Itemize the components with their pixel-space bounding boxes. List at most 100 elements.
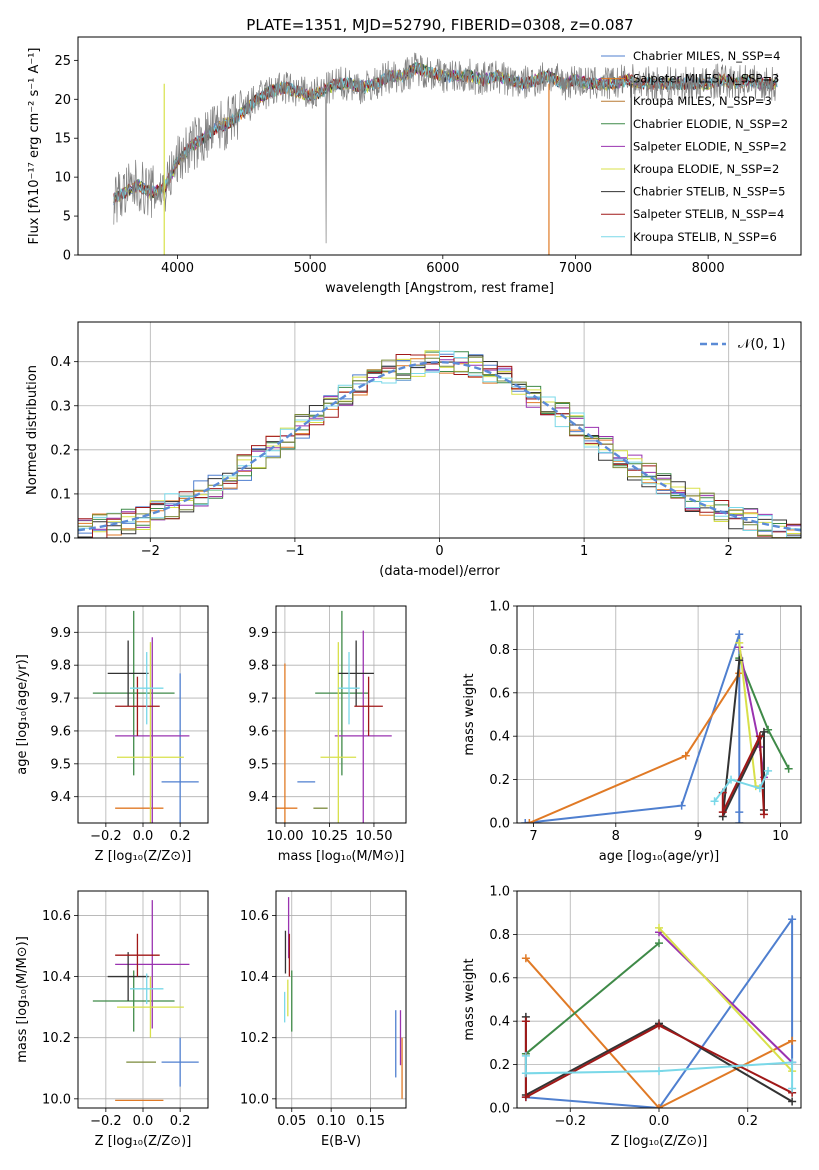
x-tick-label: 6000 xyxy=(426,261,459,276)
x-axis-label: Z [log₁₀(Z/Z⊙)] xyxy=(95,1134,192,1149)
weight-marker xyxy=(655,1104,663,1108)
legend-label: Kroupa STELIB, N_SSP=6 xyxy=(633,230,777,244)
y-tick-label: 10.2 xyxy=(240,1031,269,1046)
weight-marker xyxy=(735,638,744,647)
x-tick-label: 10.25 xyxy=(311,829,348,844)
y-tick-label: 9.7 xyxy=(248,692,269,707)
x-tick-label: −0.2 xyxy=(554,1114,586,1129)
weight-line xyxy=(721,732,765,815)
weight-marker xyxy=(759,727,768,736)
y-tick-label: 9.4 xyxy=(248,790,269,805)
legend-label: Chabrier ELODIE, N_SSP=2 xyxy=(633,117,788,131)
y-tick-label: 0.1 xyxy=(50,487,71,502)
y-tick-label: 10.4 xyxy=(240,970,269,985)
y-tick-label: 0.4 xyxy=(489,1015,510,1030)
y-tick-label: 10.6 xyxy=(240,909,269,924)
y-tick-label: 15 xyxy=(54,132,71,147)
x-tick-label: 0.2 xyxy=(170,829,191,844)
x-tick-label: 0.0 xyxy=(133,1114,154,1129)
legend-label: Salpeter ELODIE, N_SSP=2 xyxy=(633,139,787,153)
legend-label: 𝒩(0, 1) xyxy=(738,337,785,352)
spectrum-panel: 4000 5000 6000 7000 8000 0 5 10 15 20 25 wavelength… xyxy=(27,36,802,296)
y-axis-label: mass weight xyxy=(462,673,477,755)
x-tick-label: 0.2 xyxy=(170,1114,191,1129)
weight-marker xyxy=(755,732,764,741)
age-weight-panel: 7 8 9 10 0.0 0.2 0.4 0.6 0.8 1.0 age [log₁₀(age/yr… xyxy=(462,600,802,864)
x-axis-label: E(B-V) xyxy=(321,1134,361,1149)
y-tick-label: 0.2 xyxy=(489,773,510,788)
y-tick-label: 20 xyxy=(54,93,71,108)
y-tick-label: 9.6 xyxy=(50,724,71,739)
y-tick-label: 0.3 xyxy=(50,399,71,414)
data-spectrum-line xyxy=(113,52,778,244)
x-tick-label: 1 xyxy=(580,544,588,559)
x-tick-label: 2 xyxy=(725,544,733,559)
weight-marker xyxy=(521,1017,530,1026)
weight-marker xyxy=(521,1093,530,1102)
weight-marker xyxy=(788,1036,797,1045)
weight-marker xyxy=(735,819,744,823)
weight-line xyxy=(738,642,757,787)
legend-label: Kroupa MILES, N_SSP=3 xyxy=(633,94,772,108)
axes-frame xyxy=(77,321,802,539)
weight-marker xyxy=(735,808,744,817)
legend-label: Salpeter STELIB, N_SSP=4 xyxy=(633,207,784,221)
weight-line xyxy=(525,633,741,823)
x-tick-label: 0.2 xyxy=(737,1114,758,1129)
axes-frame xyxy=(516,890,802,1109)
weight-marker xyxy=(788,1084,797,1093)
weight-marker xyxy=(718,808,727,817)
axes-frame xyxy=(275,605,407,824)
y-tick-label: 0.0 xyxy=(50,532,71,547)
weight-marker xyxy=(784,764,793,773)
z-mass-panel: −0.2 0.0 0.2 10.0 10.2 10.4 10.6 Z [log₁₀(Z/Z⊙)… xyxy=(15,890,209,1149)
plot-area xyxy=(113,52,778,255)
mass-age-panel: 10.00 10.25 10.50 9.4 9.5 9.6 9.7 9.8 9.9 mass [l… xyxy=(248,605,407,864)
y-tick-label: 0.6 xyxy=(489,686,510,701)
x-axis-label: (data-model)/error xyxy=(379,564,500,579)
y-axis-label: age [log₁₀(age/yr)] xyxy=(15,654,30,775)
weight-marker xyxy=(788,1097,797,1106)
weight-marker xyxy=(655,1021,663,1030)
y-tick-label: 9.6 xyxy=(248,724,269,739)
y-tick-label: 0.0 xyxy=(489,817,510,832)
y-tick-label: 0.4 xyxy=(489,730,510,745)
weight-marker xyxy=(521,1051,530,1060)
y-tick-label: 9.8 xyxy=(248,659,269,674)
x-axis-label: Z [log₁₀(Z/Z⊙)] xyxy=(611,1134,708,1149)
legend-label: Chabrier MILES, N_SSP=4 xyxy=(633,49,780,63)
y-tick-label: 0 xyxy=(63,249,71,264)
y-tick-label: 9.4 xyxy=(50,790,71,805)
axes-frame xyxy=(77,605,209,824)
x-tick-label: −1 xyxy=(285,544,304,559)
y-tick-label: 10.0 xyxy=(42,1092,71,1107)
weight-marker xyxy=(655,923,663,932)
x-axis-label: wavelength [Angstrom, rest frame] xyxy=(325,281,554,296)
y-tick-label: 1.0 xyxy=(489,600,510,615)
x-tick-label: 4000 xyxy=(161,261,194,276)
y-tick-label: 10.2 xyxy=(42,1031,71,1046)
weight-marker xyxy=(788,1058,797,1067)
y-tick-label: 0.4 xyxy=(50,355,71,370)
y-tick-label: 9.8 xyxy=(50,659,71,674)
y-tick-label: 0.6 xyxy=(489,971,510,986)
x-tick-label: 0.10 xyxy=(317,1114,346,1129)
y-axis-label: Normed distribution xyxy=(25,365,40,495)
y-tick-label: 9.9 xyxy=(50,626,71,641)
y-tick-label: 10 xyxy=(54,171,71,186)
x-tick-label: −0.2 xyxy=(90,829,122,844)
y-tick-label: 9.5 xyxy=(50,757,71,772)
x-tick-label: 9 xyxy=(694,829,702,844)
weight-marker xyxy=(759,810,768,819)
y-tick-label: 0.8 xyxy=(489,928,510,943)
x-tick-label: −2 xyxy=(141,544,160,559)
weight-line xyxy=(658,931,793,1064)
y-tick-label: 0.2 xyxy=(50,443,71,458)
y-tick-label: 10.4 xyxy=(42,970,71,985)
plot-area xyxy=(78,350,801,538)
normal-curve xyxy=(78,360,801,532)
weight-marker xyxy=(681,751,690,760)
x-tick-label: 0 xyxy=(435,544,443,559)
weight-line xyxy=(528,672,741,823)
